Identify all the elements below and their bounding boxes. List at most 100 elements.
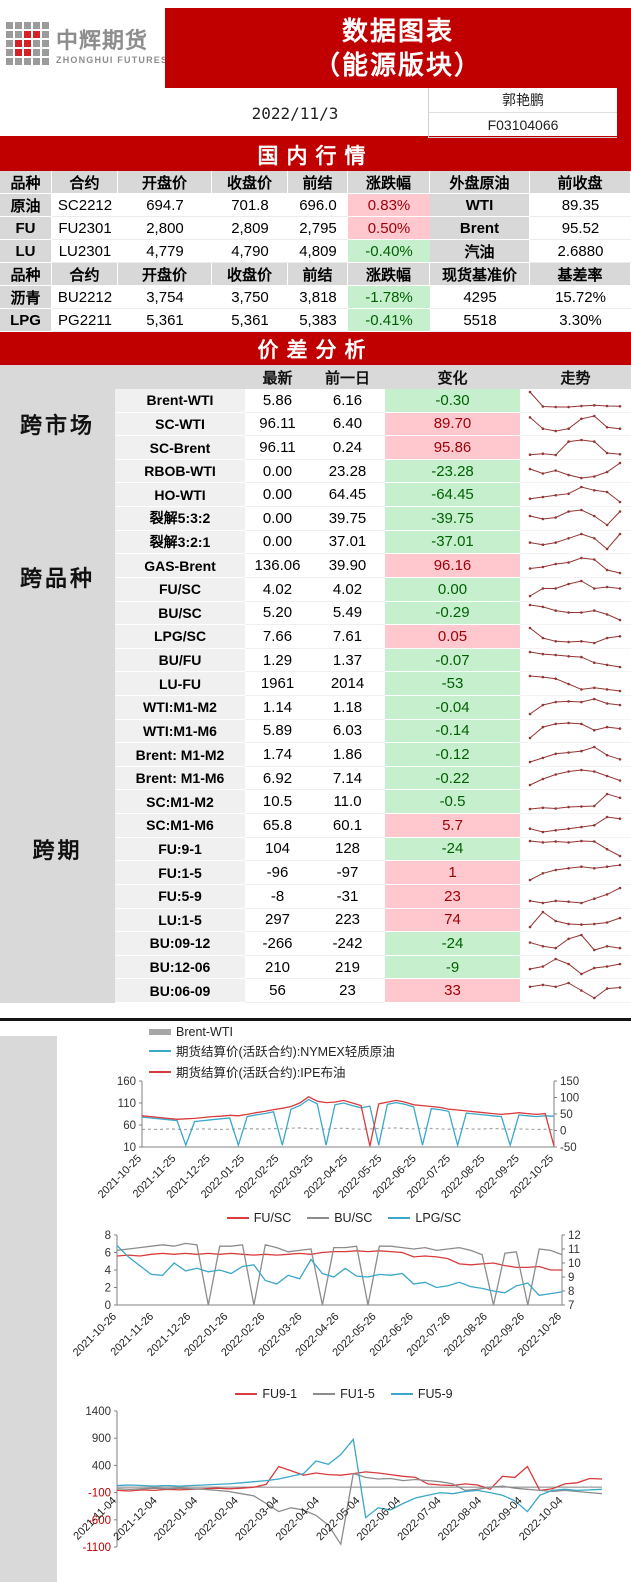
t1-header-cell: 开盘价 (118, 171, 212, 194)
chart-plot: 1400900400-100-600-11002021-11-042021-12… (71, 1406, 603, 1554)
t1-close-cell: 5,361 (212, 309, 288, 332)
t1-header-cell: 品种 (0, 171, 52, 194)
svg-text:6: 6 (105, 1248, 111, 1260)
t1-ext-name-cell: 4295 (430, 286, 530, 309)
logo-square-gray (42, 40, 49, 47)
spread-trend-cell (520, 696, 631, 720)
spread-trend-cell (520, 625, 631, 649)
spread-latest-value: 5.20 (245, 601, 310, 626)
spread-trend-cell (520, 601, 631, 626)
series-Brent-WTI (141, 1127, 555, 1131)
logo-squares-icon (6, 22, 49, 65)
t1-change-cell: -0.40% (348, 240, 430, 263)
logo-text: 中辉期货 ZHONGHUI FUTURES (56, 23, 168, 65)
t1-contract-cell: BU2212 (52, 286, 118, 309)
t1-header-cell: 现货基准价 (430, 263, 530, 286)
spread-trend-cell (520, 979, 631, 1003)
spread-group-label: 跨品种 (0, 459, 115, 696)
svg-text:-600: -600 (88, 1515, 111, 1527)
spread-latest-value: 7.66 (245, 625, 310, 649)
spread-latest-value: 0.00 (245, 530, 310, 555)
t1-header-cell: 涨跌幅 (348, 263, 430, 286)
legend-item: LPG/SC (388, 1211, 461, 1225)
spread-previous-value: 23.28 (310, 459, 385, 484)
report-title-line2: （能源版块） (313, 50, 482, 80)
logo-square-gray (6, 22, 13, 29)
logo-square-red (33, 31, 40, 38)
spread-row-name: Brent: M1-M2 (115, 743, 245, 767)
legend-line-marker (149, 1070, 171, 1073)
chart-legend: Brent-WTI 期货结算价(活跃合约):NYMEX轻质原油 期货结算价(活跃合约… (149, 1025, 395, 1081)
spread-trend-cell (520, 790, 631, 815)
spread-latest-value: -266 (245, 932, 310, 956)
t1-close-cell: 701.8 (212, 194, 288, 217)
spread-row-name: 裂解5:3:2 (115, 507, 245, 531)
trend-sparkline (528, 579, 621, 598)
series-BU/SC (116, 1242, 563, 1306)
spread-row-name: Brent-WTI (115, 389, 245, 413)
spread-row-name: FU/SC (115, 577, 245, 602)
analyst-box: 郭艳鹏 F03104066 (428, 88, 617, 138)
spread-previous-value: 64.45 (310, 483, 385, 508)
spread-change-value: -37.01 (385, 530, 520, 555)
spread-previous-value: 1.37 (310, 648, 385, 673)
legend-label: FU5-9 (417, 1387, 453, 1401)
legend-label: Brent-WTI (176, 1025, 233, 1039)
logo-square-gray (33, 40, 40, 47)
t1-open-cell: 3,754 (118, 286, 212, 309)
spread-latest-value: 210 (245, 955, 310, 980)
svg-text:110: 110 (118, 1098, 136, 1110)
trend-sparkline (528, 650, 621, 669)
spread-previous-value: 60.1 (310, 814, 385, 838)
t1-ext-name-cell: 5518 (430, 309, 530, 332)
logo-square-gray (15, 58, 22, 65)
spread-group-label: 跨市场 (0, 389, 115, 460)
t1-ext-value-cell: 15.72% (530, 286, 631, 309)
spread-latest-value: 65.8 (245, 814, 310, 838)
t1-contract-cell: FU2301 (52, 217, 118, 240)
spread-trend-cell (520, 955, 631, 980)
svg-text:10: 10 (123, 1142, 136, 1154)
spread-table: 跨市场 Brent-WTI 5.86 6.16 -0.30 SC-WTI 96.11 6.40… (0, 389, 631, 1003)
svg-text:50: 50 (560, 1109, 573, 1121)
legend-line-marker (235, 1393, 258, 1395)
logo-square-gray (42, 49, 49, 56)
series-IPE布油 (141, 1096, 555, 1147)
chart-plot: 1601106010150100500-502021-10-252021-11-… (96, 1076, 579, 1201)
spread-latest-value: 104 (245, 837, 310, 862)
trend-sparkline (528, 485, 621, 504)
spread-change-value: -0.29 (385, 601, 520, 626)
t1-variety-cell: LPG (0, 309, 52, 332)
spread-trend-cell (520, 861, 631, 885)
svg-text:100: 100 (560, 1093, 579, 1105)
t1-variety-cell: 沥青 (0, 286, 52, 309)
spread-row-name: FU:1-5 (115, 861, 245, 885)
spread-previous-value: 128 (310, 837, 385, 862)
spread-previous-value: 7.14 (310, 766, 385, 791)
t1-prevsettle-cell: 696.0 (288, 194, 348, 217)
svg-text:150: 150 (560, 1076, 579, 1088)
trend-sparkline (528, 532, 621, 551)
trend-sparkline (528, 697, 621, 716)
svg-text:11: 11 (568, 1244, 580, 1256)
spread-change-value: 33 (385, 979, 520, 1003)
spread-row-name: LU:1-5 (115, 908, 245, 933)
trend-sparkline (528, 390, 621, 409)
t1-header-cell: 前结 (288, 263, 348, 286)
legend-label: LPG/SC (415, 1211, 462, 1225)
t1-header-cell: 合约 (52, 263, 118, 286)
legend-line-marker (390, 1393, 413, 1395)
analyst-license: F03104066 (429, 113, 617, 138)
report-title-banner: 数据图表 （能源版块） (165, 8, 631, 88)
trend-sparkline (528, 863, 621, 881)
spread-change-value: -39.75 (385, 507, 520, 531)
chart-plot: 864201211109872021-10-262021-11-262021-1… (71, 1230, 581, 1359)
spread-previous-value: 2014 (310, 672, 385, 696)
spread-change-value: -24 (385, 837, 520, 862)
legend-item: FU1-5 (313, 1387, 375, 1401)
t1-change-cell: -0.41% (348, 309, 430, 332)
sp-head-previous: 前一日 (324, 369, 370, 387)
t1-open-cell: 694.7 (118, 194, 212, 217)
logo-square-gray (42, 58, 49, 65)
